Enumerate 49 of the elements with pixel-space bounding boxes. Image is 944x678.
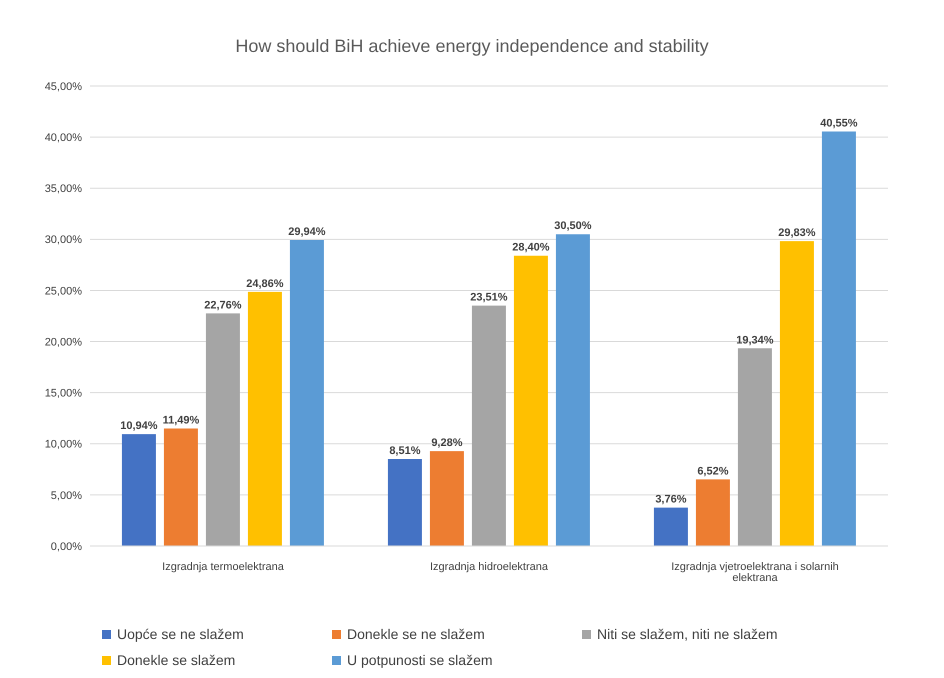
legend-label: U potpunosti se slažem	[347, 652, 493, 668]
bar	[430, 451, 464, 546]
y-tick-label: 25,00%	[44, 285, 82, 298]
y-tick-label: 5,00%	[50, 490, 82, 502]
chart-title: How should BiH achieve energy independence and stability	[234, 35, 710, 58]
data-label: 10,94%	[120, 420, 158, 432]
y-tick-label: 45,00%	[44, 80, 82, 93]
legend-label: Niti se slažem, niti ne slažem	[597, 626, 778, 642]
x-tick-label: Izgradnja hidroelektrana	[430, 560, 549, 573]
bar	[290, 240, 324, 546]
bar	[122, 434, 156, 546]
data-label: 6,52%	[697, 465, 729, 478]
legend-label: Uopće se ne slažem	[117, 626, 244, 642]
y-tick-label: 20,00%	[44, 336, 82, 348]
data-label: 23,51%	[470, 292, 508, 304]
y-tick-label: 15,00%	[44, 388, 82, 400]
bar	[654, 508, 688, 546]
data-label: 11,49%	[162, 414, 200, 427]
data-label: 22,76%	[204, 299, 242, 312]
x-tick-label: Izgradnja vjetroelektrana i solarnih elektrana	[671, 560, 839, 584]
bar	[206, 313, 240, 546]
bar	[738, 348, 772, 546]
bar	[556, 234, 590, 546]
bar	[780, 241, 814, 546]
y-tick-label: 35,00%	[44, 183, 82, 196]
data-label: 29,94%	[288, 226, 326, 238]
bar	[696, 479, 730, 546]
data-label: 28,40%	[512, 242, 550, 254]
data-label: 24,86%	[246, 278, 284, 290]
y-tick-label: 10,00%	[44, 438, 82, 451]
data-label: 19,34%	[736, 334, 774, 346]
y-tick-label: 0,00%	[50, 540, 82, 553]
data-label: 30,50%	[554, 220, 592, 232]
bar	[388, 459, 422, 546]
data-label: 29,83%	[778, 227, 816, 240]
legend-label: Donekle se ne slažem	[347, 626, 485, 642]
data-label: 3,76%	[655, 494, 687, 506]
legend-label: Donekle se slažem	[117, 652, 236, 668]
x-tick-label: Izgradnja termoelektrana	[162, 560, 285, 573]
bar	[514, 256, 548, 546]
y-tick-label: 30,00%	[44, 234, 82, 246]
data-label: 40,55%	[820, 117, 858, 130]
bar	[248, 292, 282, 546]
bar	[164, 428, 198, 546]
bar	[472, 306, 506, 546]
data-label: 8,51%	[389, 445, 421, 458]
y-tick-label: 40,00%	[44, 132, 82, 144]
bar	[822, 131, 856, 546]
data-label: 9,28%	[431, 437, 463, 450]
